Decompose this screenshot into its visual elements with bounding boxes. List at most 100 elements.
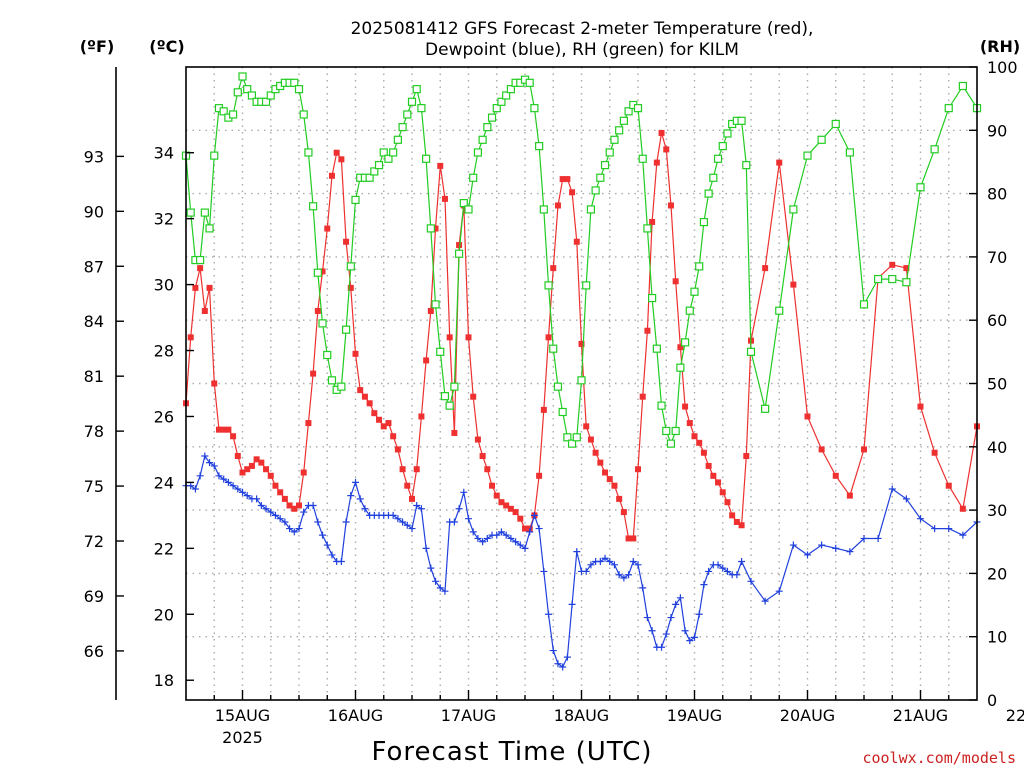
dewpoint-point bbox=[917, 515, 924, 523]
rh-point bbox=[553, 382, 563, 391]
temperature-point bbox=[696, 439, 703, 446]
rh-tick-label: 20 bbox=[987, 564, 1007, 583]
dewpoint-point bbox=[465, 515, 472, 523]
dewpoint-point bbox=[625, 571, 633, 579]
dewpoint-point bbox=[615, 571, 623, 579]
rh-point bbox=[450, 382, 459, 391]
temperature-point bbox=[296, 502, 302, 509]
rh-tick-label: 90 bbox=[987, 121, 1007, 140]
rh-point bbox=[586, 205, 596, 214]
temperature-point bbox=[790, 281, 797, 288]
dewpoint-point bbox=[196, 472, 204, 480]
temperature-point bbox=[347, 284, 354, 291]
dewpoint-point bbox=[540, 567, 548, 575]
rh-point bbox=[888, 274, 897, 284]
temperature-point bbox=[587, 436, 594, 443]
rh-point bbox=[370, 167, 379, 176]
dewpoint-point bbox=[535, 525, 543, 533]
temperature-point bbox=[366, 400, 373, 407]
dewpoint-point bbox=[832, 544, 840, 552]
rh-tick-label: 50 bbox=[987, 375, 1007, 394]
dewpoint-point bbox=[408, 525, 416, 533]
fahrenheit-tick-label: 66 bbox=[84, 642, 104, 661]
dewpoint-point bbox=[733, 571, 741, 579]
dewpoint-point bbox=[497, 528, 505, 536]
dewpoint-point bbox=[695, 610, 703, 618]
temperature-point bbox=[343, 238, 350, 245]
dewpoint-point bbox=[276, 515, 284, 523]
temperature-point bbox=[644, 327, 651, 334]
temperature-point bbox=[705, 462, 712, 469]
rh-point bbox=[337, 382, 346, 391]
dewpoint-point bbox=[620, 574, 628, 582]
dewpoint-point bbox=[191, 485, 199, 493]
dewpoint-point bbox=[229, 482, 237, 490]
celsius-tick-label: 18 bbox=[154, 671, 174, 690]
dewpoint-point bbox=[455, 505, 463, 513]
dewpoint-point bbox=[469, 528, 477, 536]
series-layer bbox=[181, 72, 982, 671]
temperature-point bbox=[201, 307, 208, 314]
dewpoint-point bbox=[328, 551, 336, 559]
dewpoint-point bbox=[479, 538, 487, 546]
temperature-point bbox=[390, 433, 397, 440]
temperature-point bbox=[762, 265, 769, 272]
rh-tick-label: 70 bbox=[987, 248, 1007, 267]
rh-point bbox=[544, 281, 553, 290]
dewpoint-point bbox=[587, 561, 595, 569]
temperature-point bbox=[394, 446, 401, 453]
rh-point bbox=[944, 104, 953, 113]
temperature-point bbox=[404, 482, 411, 489]
temperature-point bbox=[606, 476, 613, 483]
temperature-point bbox=[385, 420, 392, 427]
dewpoint-point bbox=[931, 525, 939, 533]
dewpoint-point bbox=[389, 511, 397, 519]
temperature-point bbox=[653, 159, 660, 166]
rh-point bbox=[930, 145, 939, 154]
rh-point bbox=[582, 281, 591, 290]
rh-point bbox=[633, 104, 643, 113]
temperature-point bbox=[272, 482, 279, 489]
temperature-point bbox=[724, 499, 731, 506]
temperature-point bbox=[376, 416, 383, 423]
rh-point bbox=[374, 161, 384, 170]
rh-point bbox=[558, 407, 567, 417]
rh-point bbox=[695, 262, 704, 271]
rh-point bbox=[615, 126, 624, 135]
dewpoint-point bbox=[719, 564, 727, 572]
rh-point bbox=[379, 148, 388, 157]
rh-point bbox=[210, 151, 219, 160]
rh-point bbox=[431, 300, 440, 309]
temperature-point bbox=[625, 535, 632, 542]
temperature-point bbox=[573, 238, 580, 245]
dewpoint-point bbox=[714, 561, 722, 569]
temperature-point bbox=[691, 433, 698, 440]
rh-tick-label: 100 bbox=[987, 58, 1018, 77]
rh-point bbox=[393, 135, 402, 144]
rh-point bbox=[577, 376, 586, 385]
temperature-point bbox=[253, 456, 260, 463]
celsius-tick-label: 22 bbox=[154, 539, 174, 558]
temperature-point bbox=[248, 462, 255, 469]
temperature-point bbox=[413, 466, 420, 473]
dewpoint-point bbox=[436, 584, 444, 592]
temperature-point bbox=[719, 489, 726, 496]
temperature-point bbox=[729, 512, 736, 519]
temperature-point bbox=[945, 482, 952, 489]
dewpoint-point bbox=[267, 508, 275, 516]
left-outer-axis-label: (ºF) bbox=[80, 37, 115, 56]
temperature-point bbox=[498, 499, 505, 506]
rh-point bbox=[403, 110, 412, 119]
rh-point bbox=[535, 142, 544, 151]
dewpoint-point bbox=[582, 567, 590, 575]
temperature-point bbox=[550, 265, 557, 272]
temperature-point bbox=[258, 459, 265, 466]
temperature-point bbox=[437, 162, 444, 169]
rh-point bbox=[549, 344, 558, 353]
temperature-point bbox=[861, 446, 867, 453]
dewpoint-point bbox=[399, 518, 407, 526]
rh-point bbox=[346, 262, 355, 271]
dewpoint-point bbox=[676, 594, 684, 602]
temperature-point bbox=[305, 420, 312, 427]
temperature-point bbox=[804, 413, 811, 420]
